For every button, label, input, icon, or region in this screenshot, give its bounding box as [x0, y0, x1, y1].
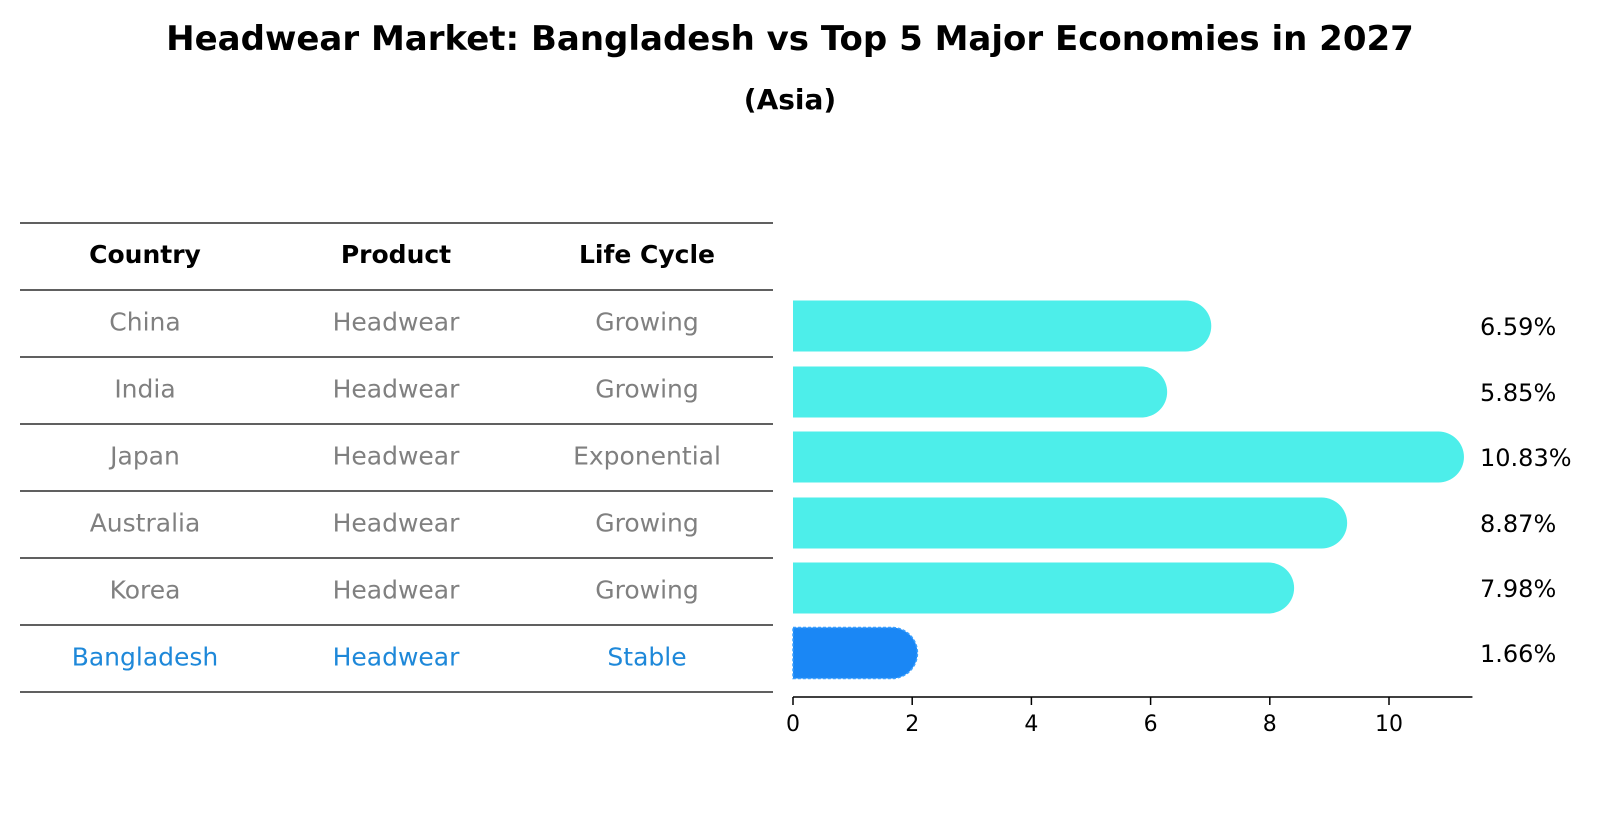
bar-bangladesh — [792, 626, 919, 680]
bar-india — [793, 366, 1168, 418]
table-cell-2-3: Growing — [595, 375, 699, 404]
bar-australia — [793, 497, 1348, 549]
table-cell-5-1: Korea — [110, 576, 181, 605]
table-cell-4-1: Australia — [90, 509, 201, 538]
value-label-bangladesh: 1.66% — [1480, 640, 1556, 668]
table-cell-5-2: Headwear — [333, 576, 461, 605]
table-header-country: Country — [89, 240, 201, 269]
table-cell-3-2: Headwear — [333, 442, 461, 471]
value-label-china: 6.59% — [1480, 313, 1556, 341]
table-cell-6-1: Bangladesh — [72, 643, 219, 672]
table-cell-4-2: Headwear — [333, 509, 461, 538]
value-label-korea: 7.98% — [1480, 575, 1556, 603]
table-cell-1-1: China — [109, 308, 180, 337]
bar-japan — [793, 431, 1464, 483]
bar-korea — [793, 562, 1295, 614]
table-cell-6-2: Headwear — [333, 643, 461, 672]
table-cell-1-2: Headwear — [333, 308, 461, 337]
x-tick-label-0: 0 — [786, 712, 800, 737]
x-tick-label-10: 10 — [1375, 712, 1403, 737]
bar-china — [793, 300, 1212, 352]
table-cell-2-2: Headwear — [333, 375, 461, 404]
table-cell-3-1: Japan — [108, 442, 180, 471]
x-tick-label-6: 6 — [1144, 712, 1158, 737]
x-tick-label-8: 8 — [1263, 712, 1277, 737]
bars — [792, 300, 1464, 680]
chart-subtitle: (Asia) — [744, 83, 836, 116]
table-cell-2-1: India — [114, 375, 175, 404]
table-cell-5-3: Growing — [595, 576, 699, 605]
table-cell-1-3: Growing — [595, 308, 699, 337]
value-label-japan: 10.83% — [1480, 444, 1572, 472]
x-axis: 0 2 4 6 8 10 — [786, 696, 1473, 737]
data-table: Country Product Life Cycle China Headwear Gro… — [20, 222, 773, 693]
value-labels: 6.59% 5.85% 10.83% 8.87% 7.98% 1.66% — [1480, 313, 1572, 668]
x-tick-label-2: 2 — [905, 712, 919, 737]
table-cell-6-3: Stable — [607, 643, 686, 672]
value-label-australia: 8.87% — [1480, 510, 1556, 538]
table-header-life-cycle: Life Cycle — [579, 240, 715, 269]
table-cell-4-3: Growing — [595, 509, 699, 538]
x-tick-label-4: 4 — [1024, 712, 1038, 737]
table-header-product: Product — [341, 240, 451, 269]
table-cell-3-3: Exponential — [573, 442, 721, 471]
chart-title: Headwear Market: Bangladesh vs Top 5 Maj… — [166, 19, 1414, 59]
value-label-india: 5.85% — [1480, 379, 1556, 407]
